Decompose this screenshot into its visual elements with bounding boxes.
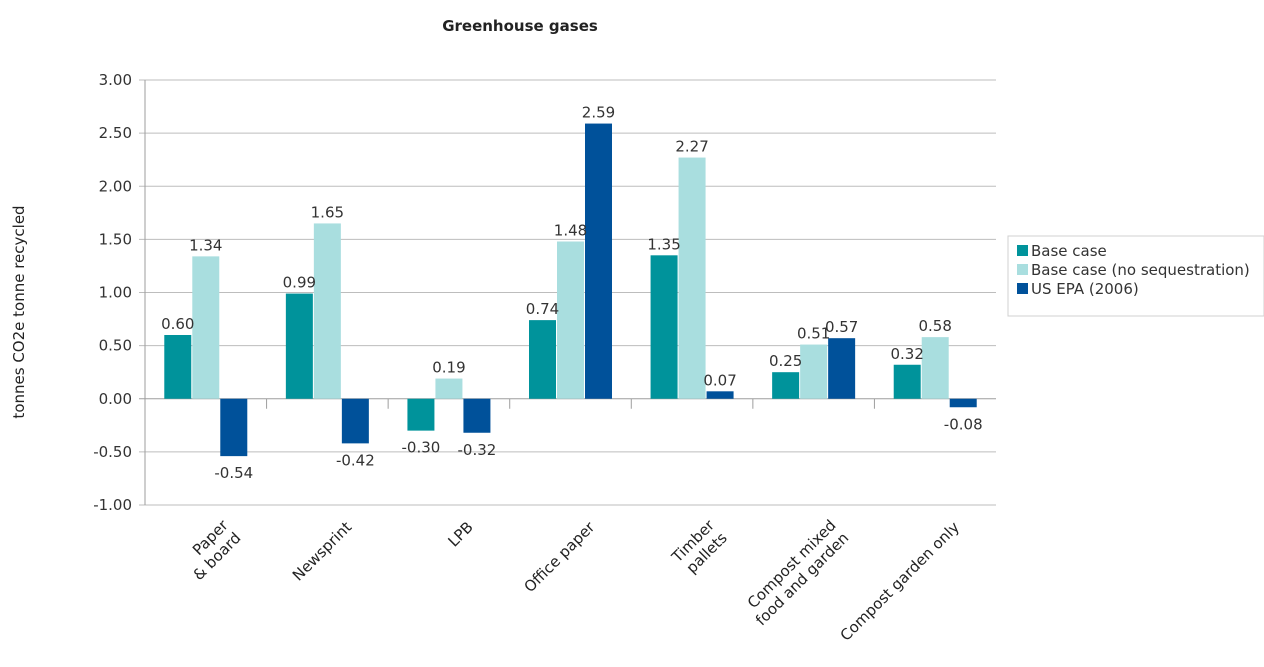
data-label: -0.30: [402, 439, 441, 457]
data-label: 0.74: [526, 300, 559, 318]
y-tick-label: 2.50: [99, 124, 132, 142]
bar: [463, 398, 491, 433]
bar: [949, 398, 977, 408]
bar: [772, 372, 800, 399]
category-label: Timberpallets: [667, 516, 731, 580]
data-label: 0.19: [432, 359, 465, 377]
category-label: Paper& board: [177, 516, 245, 584]
y-tick-label: -0.50: [93, 443, 132, 461]
y-tick-label: 3.00: [99, 71, 132, 89]
data-label: -0.54: [214, 464, 253, 482]
bar: [285, 293, 313, 399]
bar: [407, 398, 435, 431]
bar: [435, 378, 463, 399]
y-tick-label: 1.00: [99, 284, 132, 302]
data-label: 1.48: [554, 222, 587, 240]
category-label: Compost mixedfood and garden: [739, 516, 852, 629]
y-tick-label: 1.50: [99, 230, 132, 248]
bar: [893, 364, 921, 399]
bar: [650, 255, 678, 399]
y-tick-label: 2.00: [99, 177, 132, 195]
data-labels: 0.60 1.34 -0.54 0.99 1.65 -0.42 -0.30 0.19 -0.32…: [161, 104, 983, 483]
bar: [341, 398, 369, 444]
category-label-line: LPB: [444, 518, 476, 550]
bar: [678, 157, 706, 399]
category-label: Newsprint: [289, 518, 355, 584]
bar: [164, 335, 192, 399]
legend-entry: US EPA (2006): [1031, 280, 1139, 298]
legend-entry: Base case: [1031, 242, 1107, 260]
data-label: 0.99: [283, 274, 316, 292]
data-label: 0.51: [797, 325, 830, 343]
category-label-line: Compost garden only: [837, 518, 964, 645]
bars: [164, 123, 977, 457]
data-label: -0.42: [336, 451, 375, 469]
bar: [585, 123, 612, 399]
category-label: Compost garden only: [837, 518, 964, 645]
bar: [706, 391, 734, 399]
bar: [529, 320, 556, 399]
bar: [220, 398, 248, 457]
data-label: 2.27: [675, 138, 708, 156]
y-axis-ticks: 3.00 2.50 2.00 1.50 1.00 0.50 0.00 -0.50 -1.00: [93, 71, 132, 514]
data-label: 0.60: [161, 315, 194, 333]
bar: [557, 241, 584, 399]
category-label-line: Newsprint: [289, 518, 355, 584]
category-label: Office paper: [520, 518, 598, 596]
legend-swatch: [1017, 264, 1028, 275]
bar: [313, 223, 341, 399]
data-label: 1.35: [647, 235, 680, 253]
data-label: 0.32: [891, 345, 924, 363]
category-label-line: Office paper: [520, 518, 598, 596]
data-label: 0.07: [703, 371, 736, 389]
category-labels: Paper& board Newsprint LPB Office paper Timb…: [177, 516, 964, 645]
data-label: 1.65: [311, 203, 344, 221]
data-label: 0.58: [919, 317, 952, 335]
y-axis-label: tonnes CO2e tonne recycled: [10, 205, 28, 418]
category-label: LPB: [444, 518, 476, 550]
data-label: 2.59: [582, 104, 615, 122]
data-label: -0.32: [458, 441, 497, 459]
bar: [800, 344, 828, 399]
data-label: 0.57: [825, 318, 858, 336]
legend-swatch: [1017, 283, 1028, 294]
y-tick-label: 0.50: [99, 337, 132, 355]
y-tick-label: -1.00: [93, 496, 132, 514]
legend-swatch: [1017, 245, 1028, 256]
bar: [192, 256, 220, 399]
legend-frame: [1007, 235, 1264, 317]
y-tick-label: 0.00: [99, 390, 132, 408]
data-label: -0.08: [944, 415, 983, 433]
data-label: 0.25: [769, 352, 802, 370]
bar: [921, 337, 949, 399]
data-label: 1.34: [189, 236, 222, 254]
bar: [828, 338, 856, 399]
chart-title: Greenhouse gases: [442, 17, 598, 35]
legend-entry: Base case (no sequestration): [1031, 261, 1250, 279]
